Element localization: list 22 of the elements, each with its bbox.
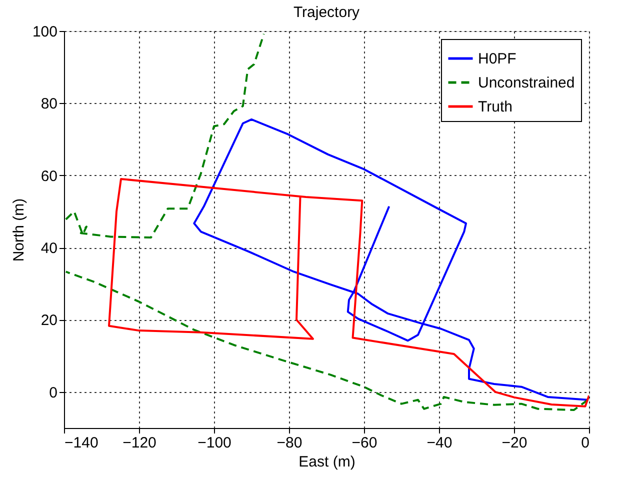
y-tick-label: 40 — [40, 240, 58, 258]
x-tick-label: 0 — [581, 434, 590, 452]
x-tick-label: −120 — [122, 434, 156, 452]
y-axis-title: North (m) — [10, 198, 28, 262]
line-series — [193, 118, 589, 401]
y-tick-label: 100 — [32, 24, 58, 40]
x-tick-label: −140 — [64, 434, 98, 452]
y-tick-label: 60 — [40, 168, 58, 185]
x-tick-label: −20 — [502, 434, 528, 452]
legend-label: Truth — [478, 98, 512, 116]
x-tick-label: −40 — [426, 434, 452, 452]
legend-label: H0PF — [478, 50, 516, 68]
line-series — [108, 178, 589, 408]
legend-label: Unconstrained — [478, 74, 575, 92]
x-tick-label: −80 — [276, 434, 302, 452]
y-tick-label: 80 — [40, 96, 58, 113]
x-tick-label: −60 — [352, 434, 378, 452]
x-tick-label: −100 — [198, 434, 232, 452]
y-tick-label: 0 — [49, 384, 58, 402]
chart-title: Trajectory — [293, 4, 360, 21]
x-axis-title: East (m) — [298, 454, 356, 470]
y-tick-label: 20 — [40, 312, 58, 330]
